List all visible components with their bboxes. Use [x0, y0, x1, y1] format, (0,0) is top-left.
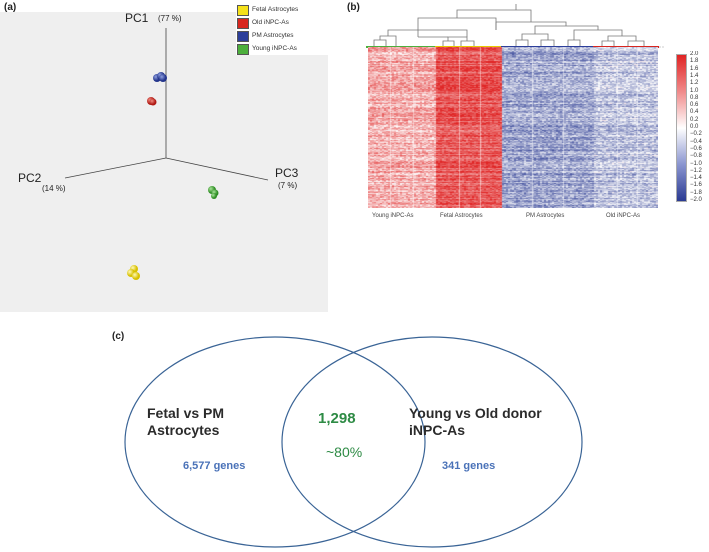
pc3-axis-line	[165, 157, 269, 181]
dendrogram-branch	[442, 40, 455, 46]
colorbar-tick-label: −1.2	[690, 167, 702, 174]
dendrogram-branch	[456, 9, 532, 22]
pc3-variance: (7 %)	[278, 181, 298, 190]
legend-label-old: Old iNPC-As	[252, 19, 289, 26]
pca-plot-background	[0, 12, 328, 312]
venn-overlap-count: 1,298	[318, 410, 356, 427]
pc3-label: PC3	[275, 166, 299, 180]
pm-astrocyte-point	[159, 74, 167, 82]
legend-swatch-young	[237, 44, 249, 55]
dendrogram-branch	[521, 33, 549, 40]
colorbar-tick-label: 1.4	[690, 72, 699, 79]
dendrogram-branch	[379, 35, 397, 46]
colorbar-tick-label: 0.6	[690, 102, 699, 109]
dendrogram-branch	[540, 39, 555, 46]
heatmap-dendrogram	[366, 4, 665, 48]
venn-left-count: 6,577 genes	[183, 460, 246, 472]
venn-right-circle	[281, 336, 583, 548]
young-inpc-point	[211, 193, 217, 199]
heatmap-label-old: Old iNPC-As	[606, 213, 641, 219]
heatmap-matrix	[368, 47, 658, 208]
colorbar-tick-label: −0.4	[690, 138, 702, 145]
colorbar-tick-label: 0.4	[690, 109, 699, 116]
old-inpc-point	[149, 98, 157, 106]
pc1-variance: (77 %)	[158, 14, 182, 23]
legend-swatch-fetal	[237, 5, 249, 16]
heatmap-label-pm: PM Astrocytes	[526, 213, 565, 219]
venn-right-count: 341 genes	[442, 460, 496, 472]
colorbar-tick-label: −1.6	[690, 182, 702, 189]
colorbar-tick-label: 1.2	[690, 80, 699, 87]
colorbar-tick-label: 0.2	[690, 116, 699, 123]
venn-left-circle	[124, 336, 426, 548]
panel-label-b: (b)	[347, 2, 360, 13]
dendrogram-branch	[534, 25, 599, 34]
dendrogram-branch	[515, 39, 529, 46]
colorbar-tick-label: −0.6	[690, 145, 702, 152]
venn-overlap-percent: ~80%	[326, 444, 363, 460]
dendrogram-branch	[567, 39, 581, 46]
pc1-label: PC1	[125, 11, 149, 25]
dendrogram-branch	[373, 39, 387, 46]
pc2-label: PC2	[18, 171, 42, 185]
dendrogram-branch	[627, 40, 645, 46]
legend-label-fetal: Fetal Astrocytes	[252, 6, 299, 13]
venn-diagram	[124, 336, 583, 548]
colorbar-tick-label: −0.2	[690, 131, 702, 138]
heatmap-label-fetal: Fetal Astrocytes	[440, 213, 483, 219]
colorbar-tick-label: 0.8	[690, 94, 699, 101]
colorbar-tick-label: −2.0	[690, 197, 702, 203]
colorbar-tick-label: −1.8	[690, 189, 702, 196]
dendrogram-branch	[417, 29, 468, 38]
legend-label-pm: PM Astrocytes	[252, 32, 294, 39]
colorbar-tick-label: −1.4	[690, 175, 702, 182]
pc2-variance: (14 %)	[42, 184, 66, 193]
colorbar-tick-label: −0.8	[690, 153, 702, 160]
pca-plot	[64, 28, 269, 280]
colorbar-tick-label: 2.0	[690, 51, 699, 57]
colorbar-tick-label: 1.8	[690, 58, 699, 65]
panel-label-a: (a)	[4, 2, 17, 13]
pca-legend: Fetal Astrocytes Old iNPC-As PM Astrocyt…	[236, 3, 328, 55]
dendrogram-branch	[573, 29, 623, 40]
dendrogram-branch	[607, 35, 637, 41]
legend-label-young: Young iNPC-As	[252, 45, 297, 52]
fetal-astrocyte-point	[132, 272, 140, 280]
venn-right-title: Young vs Old donor iNPC-As	[409, 405, 542, 438]
heatmap-colorbar	[676, 54, 687, 202]
legend-swatch-pm	[237, 31, 249, 42]
colorbar-tick-label: 0.0	[690, 124, 699, 130]
panel-label-c: (c)	[112, 331, 125, 342]
dendrogram-branch	[601, 40, 615, 46]
colorbar-tick-label: 1.0	[690, 87, 699, 94]
colorbar-tick-label: 1.6	[690, 65, 699, 72]
dendrogram-branch	[387, 17, 497, 36]
dendrogram-branch	[447, 36, 468, 41]
venn-left-title: Fetal vs PM Astrocytes	[147, 405, 225, 438]
heatmap-label-young: Young iNPC-As	[372, 213, 414, 219]
dendrogram-branch	[460, 40, 475, 46]
pc2-axis-line	[64, 157, 167, 179]
legend-swatch-old	[237, 18, 249, 29]
colorbar-tick-label: −1.0	[690, 160, 702, 167]
